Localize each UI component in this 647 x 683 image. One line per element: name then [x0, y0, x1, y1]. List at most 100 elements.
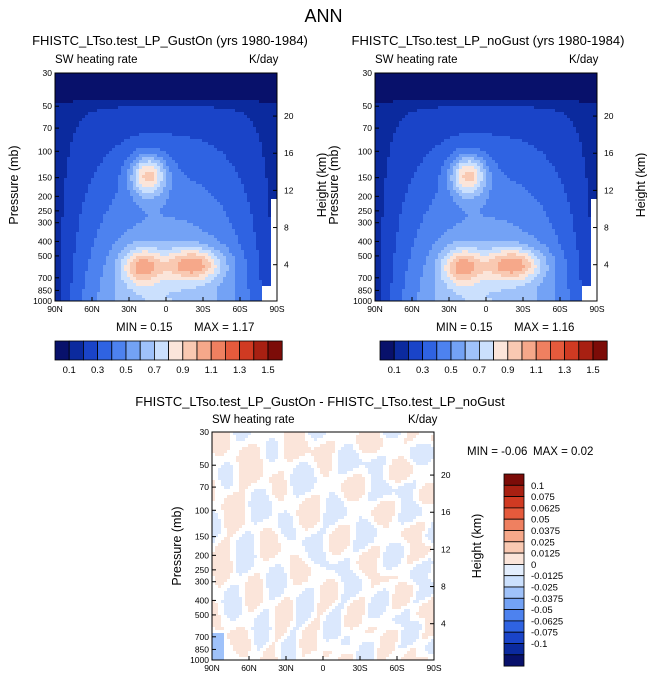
variable-label: SW heating rate: [375, 54, 458, 66]
y2-tick-label: 4: [441, 619, 446, 629]
y2-tick-label: 8: [284, 223, 289, 233]
colorbar-label: -0.0375: [531, 594, 563, 605]
y-tick-label: 300: [38, 218, 52, 228]
colorbar-box: [503, 507, 525, 520]
x-tick-label: 30N: [441, 304, 457, 314]
x-tick-label: 0: [164, 304, 169, 314]
y-tick-label: 850: [358, 285, 372, 295]
min-value: MIN = 0.15: [436, 322, 493, 334]
y2-tick-label: 16: [441, 507, 451, 517]
y2-tick-label: 20: [441, 470, 451, 480]
y-tick-label: 100: [38, 146, 52, 156]
contour-field: [375, 73, 598, 302]
colorbar-box: [550, 340, 566, 361]
colorbar-box: [592, 340, 608, 361]
colorbar-box: [503, 654, 525, 667]
colorbar-label: 0.1: [531, 481, 544, 492]
variable-label: SW heating rate: [55, 54, 138, 66]
colorbar-label: 0.7: [473, 365, 486, 376]
units-label: K/day: [249, 54, 279, 66]
colorbar-label: 1.3: [558, 365, 571, 376]
colorbar-box: [493, 340, 509, 361]
colorbar-box: [393, 340, 409, 361]
colorbar-label: -0.0125: [531, 571, 563, 582]
y-tick-label: 100: [195, 505, 209, 515]
x-tick-label: 90S: [426, 663, 441, 673]
contour-field: [212, 432, 435, 661]
x-tick-label: 30S: [195, 304, 210, 314]
colorbar-box: [503, 496, 525, 509]
y-tick-label: 400: [195, 595, 209, 605]
x-tick-label: 60N: [241, 663, 257, 673]
colorbar-box: [503, 541, 525, 554]
y-tick-label: 1000: [33, 296, 52, 306]
y-tick-label: 250: [38, 206, 52, 216]
main-title: ANN: [304, 6, 343, 26]
y-tick-label: 100: [358, 146, 372, 156]
y-tick-label: 700: [195, 632, 209, 642]
units-label: K/day: [408, 414, 438, 426]
colorbar-label: 0.0125: [531, 549, 560, 560]
x-tick-label: 90S: [269, 304, 284, 314]
colorbar-box: [578, 340, 594, 361]
colorbar-box: [535, 340, 551, 361]
colorbar-box: [68, 340, 84, 361]
panel-title: FHISTC_LTso.test_LP_GustOn (yrs 1980-198…: [32, 33, 308, 48]
colorbar-label: 1.5: [261, 365, 274, 376]
y2-tick-label: 12: [441, 544, 451, 554]
y2-tick-label: 8: [604, 223, 609, 233]
colorbar-box: [210, 340, 226, 361]
colorbar-box: [253, 340, 269, 361]
y-tick-label: 50: [200, 460, 210, 470]
x-tick-label: 60S: [232, 304, 247, 314]
colorbar-label: 0.3: [91, 365, 104, 376]
y-tick-label: 300: [195, 577, 209, 587]
colorbar-box: [224, 340, 240, 361]
y2-tick-label: 20: [284, 111, 294, 121]
colorbar-box: [196, 340, 212, 361]
colorbar-box: [168, 340, 184, 361]
colorbar-box: [54, 340, 70, 361]
y-tick-label: 1000: [353, 296, 372, 306]
colorbar-box: [125, 340, 141, 361]
colorbar-box: [139, 340, 155, 361]
y-tick-label: 850: [195, 644, 209, 654]
colorbar-label: 0.1: [388, 365, 401, 376]
y-tick-label: 200: [38, 191, 52, 201]
x-tick-label: 60S: [552, 304, 567, 314]
y-tick-label: 500: [358, 251, 372, 261]
colorbar-box: [83, 340, 99, 361]
y-tick-label: 70: [200, 482, 210, 492]
y-tick-label: 50: [43, 101, 53, 111]
colorbar-box: [503, 643, 525, 656]
colorbar-box: [503, 609, 525, 622]
colorbar-label: 0.3: [416, 365, 429, 376]
colorbar-box: [503, 620, 525, 633]
x-tick-label: 0: [321, 663, 326, 673]
colorbar-box: [422, 340, 438, 361]
y2-tick-label: 16: [284, 148, 294, 158]
colorbar-box: [97, 340, 113, 361]
y-tick-label: 400: [358, 236, 372, 246]
y-tick-label: 400: [38, 236, 52, 246]
y2-tick-label: 20: [604, 111, 614, 121]
x-tick-label: 60N: [84, 304, 100, 314]
colorbar-box: [478, 340, 494, 361]
y-tick-label: 200: [358, 191, 372, 201]
colorbar-box: [111, 340, 127, 361]
colorbar-label: 0: [531, 560, 536, 571]
colorbar-box: [503, 552, 525, 565]
colorbar-box: [507, 340, 523, 361]
y-tick-label: 30: [200, 427, 210, 437]
colorbar-label: 0.0375: [531, 526, 560, 537]
x-tick-label: 0: [484, 304, 489, 314]
x-tick-label: 90N: [367, 304, 383, 314]
colorbar-box: [503, 586, 525, 599]
colorbar-label: 0.0625: [531, 503, 560, 514]
min-value: MIN = 0.15: [116, 322, 173, 334]
y-tick-label: 70: [43, 123, 53, 133]
y-tick-label: 150: [195, 532, 209, 542]
